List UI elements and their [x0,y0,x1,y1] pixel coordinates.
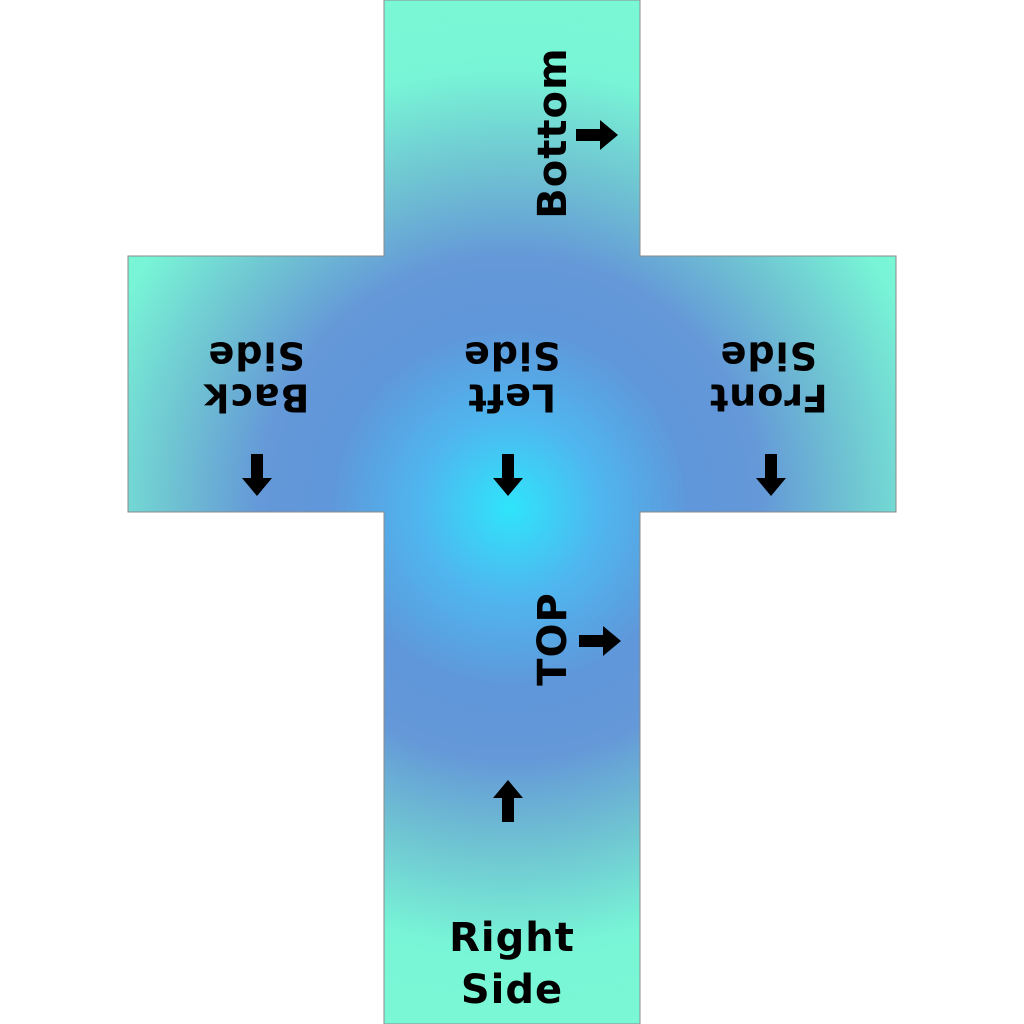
face-label-right-side: Right Side [384,860,640,1013]
arrow-down-icon-left-side [493,454,523,496]
left-side-label-text: Left Side [463,333,561,420]
arrow-down-icon-front-side [756,454,786,496]
arrow-right-icon-bottom-face [576,120,618,150]
face-label-top: TOP [487,509,576,769]
bottom-label-text: Bottom [530,47,576,219]
right-side-label-text: Right Side [449,915,575,1013]
top-label-text: TOP [530,592,576,686]
arrow-right-icon-top-face [579,626,621,656]
face-label-bottom: Bottom [487,3,576,263]
arrow-down-icon-back-side [242,454,272,496]
front-side-label-text: Front Side [708,333,828,420]
back-side-label-text: Back Side [202,333,310,420]
arrow-up-icon-right-side [493,780,523,822]
